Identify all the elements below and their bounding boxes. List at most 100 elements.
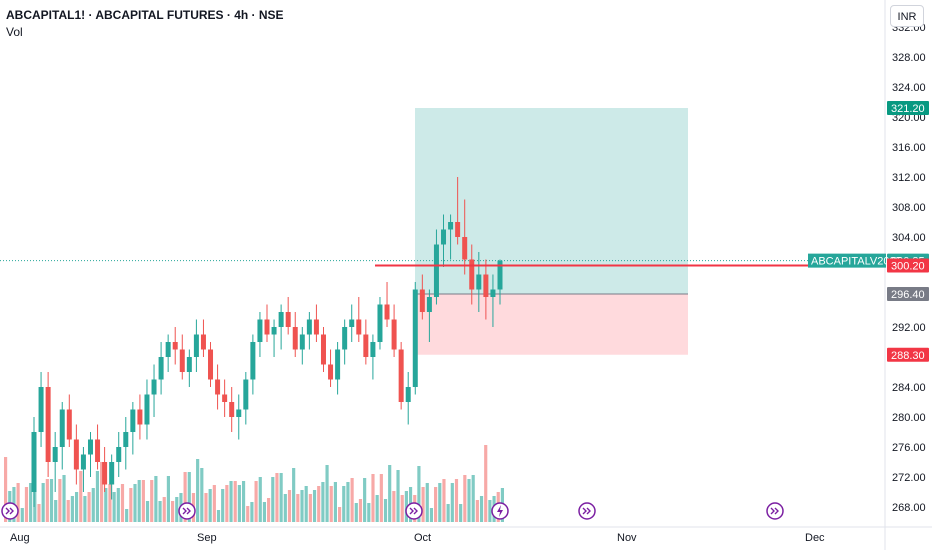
candle-body	[278, 312, 284, 327]
candle-body	[264, 319, 270, 335]
volume-bar	[321, 482, 325, 522]
price-label-text: 296.40	[891, 289, 925, 301]
time-tick-label: Dec	[805, 532, 825, 544]
volume-bar	[241, 481, 246, 522]
volume-bar	[41, 483, 45, 522]
candle-body	[490, 289, 496, 297]
candle-body	[257, 319, 263, 342]
volume-bar	[258, 477, 262, 522]
volume-bar	[350, 478, 354, 522]
candle-body	[469, 259, 475, 290]
volume-bar	[216, 510, 221, 522]
price-label-tag	[887, 258, 929, 273]
symbol-label-tag	[808, 253, 886, 268]
price-tick-label: 328.00	[892, 52, 926, 64]
price-tick-label: 324.00	[892, 82, 926, 94]
candle-body	[271, 327, 277, 335]
price-tick-label: 292.00	[892, 322, 926, 334]
volume-bar	[225, 485, 229, 522]
volume-bar	[150, 480, 154, 522]
volume-bar	[450, 483, 454, 522]
price-label-text: 288.30	[891, 350, 925, 362]
event-icon-4[interactable]	[578, 502, 596, 520]
volume-bar	[237, 485, 241, 522]
candle-body	[45, 387, 51, 462]
currency-selector[interactable]: INR	[890, 5, 924, 27]
volume-bar	[338, 507, 342, 522]
volume-bar	[158, 501, 162, 522]
volume-bar	[388, 465, 392, 522]
candle-body	[299, 334, 305, 350]
volume-bar	[145, 501, 150, 522]
volume-bar	[116, 488, 120, 522]
volume-bar	[154, 476, 158, 522]
volume-bar	[283, 494, 287, 522]
event-icon-5[interactable]	[766, 502, 784, 520]
candle-body	[377, 304, 383, 342]
volume-bar	[212, 485, 216, 522]
profit-zone	[415, 108, 688, 294]
volume-bar	[275, 473, 279, 522]
volume-bar	[300, 490, 304, 522]
candle-body	[433, 244, 439, 297]
volume-bar	[91, 488, 95, 522]
volume-bar	[250, 502, 254, 522]
price-tick-label: 308.00	[892, 202, 926, 214]
volume-indicator-label[interactable]: Vol	[6, 25, 23, 39]
volume-bar	[463, 475, 467, 522]
volume-bar	[187, 472, 191, 522]
candle-body	[165, 342, 171, 357]
volume-bar	[454, 479, 459, 522]
price-label-tag	[887, 101, 929, 115]
candle-body	[391, 319, 397, 350]
volume-bar	[200, 468, 204, 522]
event-icon-1[interactable]	[1, 502, 19, 520]
volume-bar	[329, 486, 333, 522]
volume-bar	[137, 480, 141, 522]
volume-bar	[438, 483, 442, 522]
candle-body	[412, 289, 418, 387]
candle-body	[476, 274, 482, 290]
volume-bar	[383, 499, 388, 522]
price-tick-label: 280.00	[892, 412, 926, 424]
candle-body	[419, 289, 425, 312]
volume-bar	[54, 500, 58, 522]
candle-body	[59, 409, 65, 447]
volume-bar	[375, 495, 379, 522]
volume-bar	[404, 491, 408, 522]
volume-bar	[396, 470, 400, 522]
volume-bar	[20, 508, 24, 522]
volume-bar	[488, 500, 492, 522]
price-tick-label: 284.00	[892, 382, 926, 394]
volume-bar	[425, 483, 429, 522]
volume-bar	[196, 459, 200, 522]
candle-body	[116, 447, 122, 462]
volume-bar	[95, 471, 100, 522]
volume-bar	[100, 462, 104, 522]
volume-bar	[79, 471, 83, 522]
volume-bar	[162, 497, 166, 522]
volume-bar	[62, 475, 66, 522]
volume-bar	[475, 500, 479, 522]
volume-bar	[120, 484, 125, 522]
event-icon-3[interactable]	[405, 502, 423, 520]
volume-bar	[125, 509, 129, 522]
volume-bar	[417, 466, 421, 522]
price-tick-label: 272.00	[892, 472, 926, 484]
lightning-icon[interactable]	[491, 502, 509, 520]
volume-bar	[304, 486, 308, 522]
time-tick-label: Sep	[197, 532, 217, 544]
candle-body	[320, 334, 326, 365]
volume-bar	[317, 486, 321, 522]
candle-body	[66, 409, 72, 440]
volume-bar	[133, 484, 137, 522]
event-icon-2[interactable]	[178, 502, 196, 520]
candle-body	[172, 342, 178, 350]
volume-bar	[104, 488, 108, 522]
price-tick-label: 312.00	[892, 172, 926, 184]
candle-body	[441, 229, 447, 245]
volume-bar	[442, 479, 446, 522]
volume-bar	[29, 483, 33, 522]
time-tick-label: Oct	[414, 532, 431, 544]
